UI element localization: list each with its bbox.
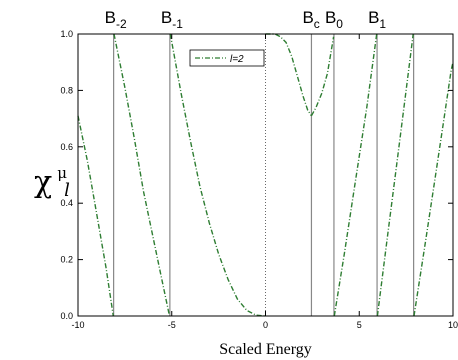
- y-axis-label-main: χ: [34, 165, 52, 200]
- x-tick-label-1: -5: [168, 320, 176, 330]
- x-ticks: -10 -5 0 5 10: [71, 34, 458, 330]
- series-0-segment-5: [333, 33, 378, 317]
- boundary-label-0: B-2: [105, 8, 127, 31]
- y-tick-label-3: 0.6: [60, 142, 73, 152]
- boundary-label-3: B0: [325, 8, 343, 31]
- y-axis-label-subscript: l: [64, 180, 70, 201]
- series-0-segment-2: [169, 33, 266, 317]
- boundary-label-1: B-1: [161, 8, 183, 31]
- y-axis-label: χ μ l: [34, 163, 72, 201]
- y-ticks: 0.0 0.2 0.4 0.6 0.8 1.0: [60, 29, 453, 321]
- legend-label: l=2: [230, 54, 244, 65]
- series-curves: [77, 33, 454, 317]
- x-tick-label-3: 5: [357, 320, 362, 330]
- series-0-segment-6: [376, 33, 414, 317]
- x-axis-label: Scaled Energy: [219, 341, 312, 358]
- series-0-segment-7: [413, 62, 454, 317]
- y-axis-label-superscript: μ: [57, 164, 67, 182]
- boundary-label-2: Bc: [302, 8, 319, 31]
- x-tick-label-0: -10: [71, 320, 84, 330]
- series-0-segment-3: [265, 33, 312, 117]
- x-tick-label-2: 0: [263, 320, 268, 330]
- y-tick-label-0: 0.0: [60, 311, 73, 321]
- legend-box: [189, 49, 265, 67]
- x-tick-label-4: 10: [448, 320, 458, 330]
- boundary-label-4: B1: [368, 8, 386, 31]
- y-tick-label-5: 1.0: [60, 29, 73, 39]
- series-0-segment-0: [77, 115, 114, 317]
- series-0-segment-4: [310, 36, 335, 117]
- boundary-labels: B-2 B-1 Bc B0 B1: [105, 8, 387, 31]
- y-tick-label-4: 0.8: [60, 85, 73, 95]
- y-tick-label-2: 0.4: [60, 198, 73, 208]
- y-tick-label-1: 0.2: [60, 255, 73, 265]
- legend: l=2: [189, 49, 265, 67]
- series-0-segment-1: [113, 33, 171, 317]
- vertical-lines: [113, 34, 415, 316]
